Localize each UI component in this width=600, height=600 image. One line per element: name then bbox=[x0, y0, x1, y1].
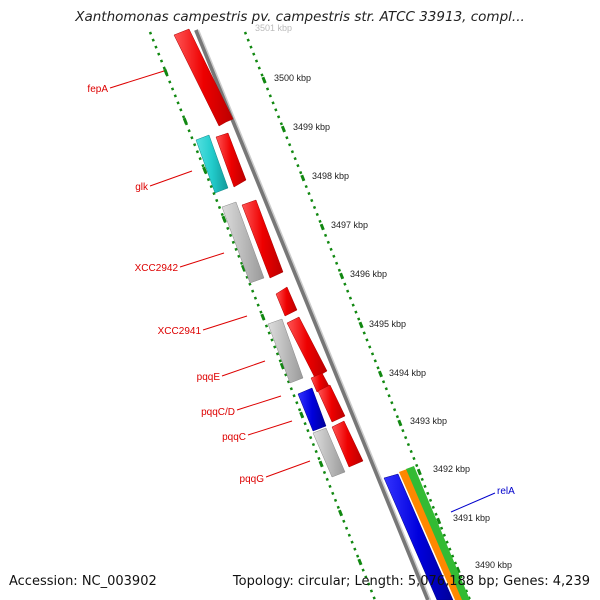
scale-labels: 3501 kbp 3500 kbp 3499 kbp 3498 kbp 3497… bbox=[255, 23, 512, 570]
gene-label-pqqC[interactable]: pqqC bbox=[222, 432, 246, 443]
scale-label: 3498 kbp bbox=[312, 171, 349, 181]
gene-label-relA[interactable]: relA bbox=[497, 486, 515, 497]
scale-label: 3497 kbp bbox=[331, 220, 368, 230]
gene-fepA[interactable] bbox=[173, 28, 234, 127]
scale-label: 3493 kbp bbox=[410, 416, 447, 426]
outer-major-ticks bbox=[163, 68, 363, 566]
leader-glk bbox=[149, 170, 193, 187]
relA-band[interactable] bbox=[383, 466, 470, 600]
gene-block-7[interactable] bbox=[317, 384, 346, 423]
map-title: Xanthomonas campestris pv. campestris st… bbox=[75, 9, 525, 25]
scale-label: 3496 kbp bbox=[350, 269, 387, 279]
inner-major-tick bbox=[300, 174, 306, 182]
inner-major-tick bbox=[358, 321, 364, 329]
backbone bbox=[194, 29, 430, 600]
leader-pqqCD bbox=[236, 395, 282, 411]
scale-label: 3499 kbp bbox=[293, 122, 330, 132]
gene-labels: fepA glk XCC2942 XCC2941 pqqE pqqC/D pqq… bbox=[87, 70, 515, 513]
gene-block-3[interactable] bbox=[241, 199, 284, 279]
relA-green-feature bbox=[406, 466, 470, 600]
leader-relA bbox=[450, 492, 496, 513]
scale-label: 3495 kbp bbox=[369, 319, 406, 329]
scale-label: 3500 kbp bbox=[274, 73, 311, 83]
inner-major-tick bbox=[261, 76, 267, 84]
relA-orange-feature bbox=[399, 469, 463, 600]
gene-label-pqqE[interactable]: pqqE bbox=[197, 372, 221, 383]
inner-major-tick bbox=[455, 566, 461, 574]
topology-label: Topology: circular; Length: 5,076,188 bp… bbox=[232, 574, 590, 589]
inner-major-ticks bbox=[261, 76, 461, 574]
accession-label: Accession: NC_003902 bbox=[9, 574, 157, 589]
inner-major-tick bbox=[397, 419, 403, 427]
leader-XCC2941 bbox=[202, 315, 248, 331]
outer-major-tick bbox=[163, 68, 169, 76]
outer-major-tick bbox=[240, 264, 246, 272]
outer-major-tick bbox=[279, 362, 285, 370]
gene-label-fepA[interactable]: fepA bbox=[87, 84, 108, 95]
feature-grey-1[interactable] bbox=[221, 201, 265, 284]
feature-grey-3[interactable] bbox=[312, 427, 346, 478]
outer-major-tick bbox=[221, 215, 227, 223]
outer-major-tick bbox=[260, 313, 266, 321]
gene-block-8[interactable] bbox=[331, 420, 364, 468]
leader-pqqC bbox=[247, 420, 293, 436]
outer-major-tick bbox=[357, 558, 363, 566]
relA-blue-feature bbox=[383, 473, 454, 600]
inner-major-tick bbox=[339, 272, 345, 280]
gene-label-pqqCD[interactable]: pqqC/D bbox=[201, 407, 235, 418]
gene-label-glk[interactable]: glk bbox=[135, 182, 149, 193]
scale-label: 3501 kbp bbox=[255, 23, 292, 33]
feature-cyan[interactable] bbox=[195, 134, 229, 194]
leader-fepA bbox=[109, 70, 165, 89]
gene-label-XCC2942[interactable]: XCC2942 bbox=[135, 263, 179, 274]
leader-XCC2942 bbox=[179, 252, 225, 268]
outer-major-tick bbox=[318, 460, 324, 468]
gene-label-XCC2941[interactable]: XCC2941 bbox=[158, 326, 202, 337]
forward-strand-features bbox=[173, 28, 364, 468]
feature-grey-2[interactable] bbox=[267, 318, 304, 384]
inner-major-tick bbox=[377, 370, 383, 378]
backbone-highlight bbox=[197, 29, 432, 600]
outer-major-tick bbox=[182, 117, 188, 125]
inner-major-tick bbox=[319, 223, 325, 231]
outer-major-tick bbox=[338, 509, 344, 517]
inner-major-tick bbox=[436, 517, 442, 525]
inner-major-tick bbox=[280, 125, 286, 133]
feature-blue-1[interactable] bbox=[297, 387, 327, 432]
leader-pqqG bbox=[265, 460, 311, 478]
scale-label: 3490 kbp bbox=[475, 560, 512, 570]
gene-block-2[interactable] bbox=[215, 132, 247, 188]
gene-block-4[interactable] bbox=[275, 286, 298, 317]
reverse-strand-features bbox=[195, 134, 346, 478]
scale-label: 3491 kbp bbox=[453, 513, 490, 523]
gene-label-pqqG[interactable]: pqqG bbox=[240, 474, 265, 485]
outer-major-tick bbox=[202, 166, 208, 174]
leader-pqqE bbox=[221, 360, 266, 377]
scale-label: 3494 kbp bbox=[389, 368, 426, 378]
inner-tick-track bbox=[243, 31, 472, 600]
gene-block-5[interactable] bbox=[286, 316, 328, 379]
scale-label: 3492 kbp bbox=[433, 464, 470, 474]
inner-major-tick bbox=[416, 468, 422, 476]
outer-major-tick bbox=[299, 411, 305, 419]
